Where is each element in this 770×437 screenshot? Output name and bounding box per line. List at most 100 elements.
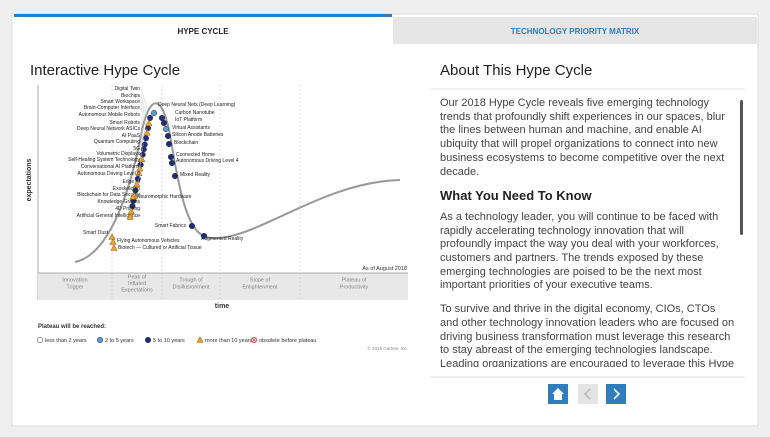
marker	[143, 129, 151, 136]
phase-label: Trough of	[179, 278, 203, 284]
tab-inactive[interactable]	[393, 17, 757, 44]
technology-label: Deep Neural Network ASICs	[77, 126, 141, 132]
tab-active[interactable]	[14, 14, 392, 44]
marker	[96, 336, 104, 344]
x-axis-label: time	[215, 303, 230, 310]
section-title: About This Hype Cycle	[440, 62, 592, 79]
paragraph: Our 2018 Hype Cycle reveals five emergin…	[440, 97, 725, 178]
technology-label: Volumetric Displays	[96, 151, 140, 157]
phase-label: Enlightenment	[242, 284, 278, 290]
leader-line	[140, 135, 143, 155]
phase-band	[38, 273, 408, 300]
subtitle: What You Need To Know	[440, 188, 592, 204]
marker	[252, 338, 256, 342]
technology-label: Smart Fabrics	[155, 223, 187, 229]
technology-label: Connected Home	[176, 152, 215, 158]
phase-label: Disillusionment	[173, 284, 210, 290]
tab-label[interactable]: TECHNOLOGY PRIORITY MATRIX	[511, 27, 640, 36]
technology-label: Edge AI	[122, 179, 140, 185]
copyright: © 2018 Gartner, Inc.	[367, 345, 408, 351]
phase-label: Plateau of	[342, 278, 367, 284]
card	[11, 13, 759, 427]
chevron-right	[613, 388, 621, 400]
hype-curve	[74, 102, 401, 263]
marker	[129, 193, 137, 200]
marker	[167, 153, 175, 161]
marker	[188, 222, 196, 230]
technology-label: 4D Printing	[115, 206, 140, 212]
technology-label: 5G	[133, 146, 140, 152]
prev-button[interactable]	[578, 384, 598, 404]
technology-label: Deep Neural Nets (Deep Learning)	[158, 102, 236, 108]
leader-line	[140, 107, 148, 133]
technology-label: AI PaaS	[122, 133, 141, 139]
marker	[168, 159, 176, 167]
technology-label: Brain-Computer Interface	[84, 105, 140, 111]
legend-label: 5 to 10 years	[153, 338, 185, 344]
technology-label: Biotech — Cultured or Artificial Tissue	[118, 245, 202, 251]
paragraph: As a technology leader, you will continu…	[440, 210, 719, 292]
text-panel[interactable]: Our 2018 Hype Cycle reveals five emergin…	[440, 97, 736, 367]
marker	[138, 155, 146, 162]
technology-label: Smart Robots	[109, 120, 140, 126]
marker	[110, 244, 118, 251]
marker	[162, 125, 170, 133]
marker	[36, 336, 44, 344]
marker	[144, 336, 152, 344]
phase-label: Trigger	[66, 284, 83, 290]
marker	[132, 187, 139, 194]
technology-label: Autonomous Driving Level 4	[176, 158, 239, 164]
phase-label: Inflated	[128, 281, 146, 287]
leader-line	[140, 122, 145, 145]
button-bg[interactable]	[606, 384, 626, 404]
legend-label: 2 to 5 years	[105, 338, 134, 344]
technology-label: Digital Twin	[115, 86, 141, 92]
tab-indicator	[14, 14, 392, 17]
marker	[140, 146, 147, 153]
as-of: As of August 2018	[362, 266, 407, 272]
marker	[196, 336, 204, 343]
leader-line	[140, 128, 144, 150]
legend-label: less than 2 years	[45, 338, 87, 344]
chevron-left	[583, 388, 591, 400]
leader-line	[140, 88, 151, 119]
phase-label: Productivity	[340, 284, 369, 290]
technology-label: Mixed Reality	[180, 172, 211, 178]
technology-label: Conversational AI Platform	[81, 164, 140, 170]
button-bg[interactable]	[578, 384, 598, 404]
marker	[133, 180, 141, 187]
marker	[142, 135, 149, 142]
scrollbar[interactable]	[740, 100, 743, 235]
marker	[165, 140, 173, 148]
paragraph: To survive and thrive in the digital eco…	[440, 303, 735, 367]
marker	[126, 213, 134, 220]
leader-line	[140, 95, 150, 124]
phase-label: Innovation	[62, 278, 87, 284]
next-button[interactable]	[606, 384, 626, 404]
marker	[150, 109, 158, 117]
marker	[145, 119, 153, 127]
home-icon	[552, 388, 564, 400]
technology-label: IoT Platform	[175, 117, 202, 123]
home-button[interactable]	[548, 384, 568, 404]
technology-label: Virtual Assistants	[172, 125, 210, 131]
y-axis-label: expectations	[26, 158, 33, 201]
marker	[171, 172, 179, 180]
tab-label[interactable]: HYPE CYCLE	[177, 27, 229, 36]
phase-label: Slope of	[250, 278, 271, 284]
marker	[160, 119, 168, 127]
legend-title: Plateau will be reached:	[38, 324, 106, 330]
phase-label: Expectations	[121, 288, 153, 294]
technology-label: Exoskeleton	[113, 186, 140, 192]
marker	[127, 207, 135, 215]
technology-label: Silicon Anode Batteries	[172, 132, 224, 138]
technology-label: Augmented Reality	[201, 236, 244, 242]
marker	[109, 238, 117, 245]
technology-label: Smart Dust	[83, 230, 109, 236]
phase-label: Peak of	[128, 274, 147, 280]
marker	[164, 132, 172, 140]
technology-label: Autonomous Mobile Robots	[79, 112, 141, 118]
marker	[200, 232, 208, 240]
technology-label: Flying Autonomous Vehicles	[117, 238, 180, 244]
